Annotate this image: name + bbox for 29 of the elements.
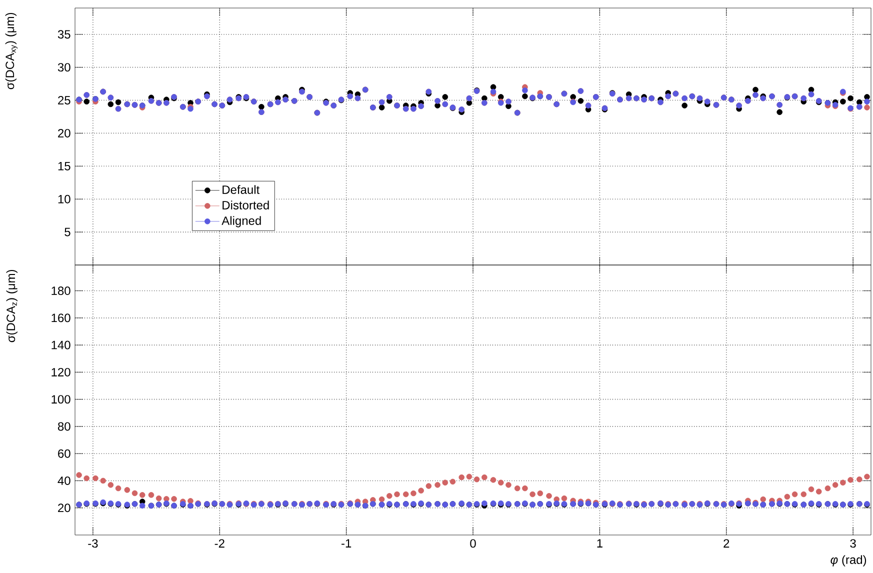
x-tick-label: -3 (88, 539, 98, 548)
x-tick-label: 1 (597, 539, 602, 548)
y-tick-label: 180 (52, 286, 70, 296)
x-tick-label: 3 (850, 539, 856, 548)
x-tick-label: 0 (470, 539, 476, 548)
x-tick-label: -1 (342, 539, 352, 548)
x-axis-title: φ (rad) (830, 555, 866, 566)
y-tick-label: 20 (58, 504, 70, 512)
y-axis-title: σ(DCA$_{z}$) (μm) (6, 270, 18, 342)
y-tick-label: 100 (52, 395, 70, 404)
y-tick-label: 25 (58, 96, 70, 104)
y-axis-title: σ(DCA$_{xy}$) (μm) (5, 12, 18, 90)
y-tick-label: 5 (64, 228, 70, 236)
y-tick-label: 30 (58, 63, 70, 72)
y-tick-label: 120 (52, 368, 70, 376)
legend-label: Distorted (222, 200, 269, 210)
y-tick-label: 60 (58, 449, 70, 458)
y-tick-label: 20 (58, 128, 70, 138)
legend-label: Default (222, 185, 260, 194)
x-tick-label: -2 (214, 539, 224, 548)
legend-label: Aligned (222, 216, 261, 228)
x-tick-label: 2 (724, 539, 730, 548)
y-tick-label: 80 (58, 422, 70, 431)
y-tick-label: 160 (52, 314, 70, 322)
y-tick-label: 15 (58, 162, 70, 170)
y-tick-label: 35 (58, 30, 70, 39)
y-tick-label: 10 (58, 194, 70, 204)
y-tick-label: 140 (52, 340, 70, 350)
y-tick-label: 40 (58, 476, 70, 485)
